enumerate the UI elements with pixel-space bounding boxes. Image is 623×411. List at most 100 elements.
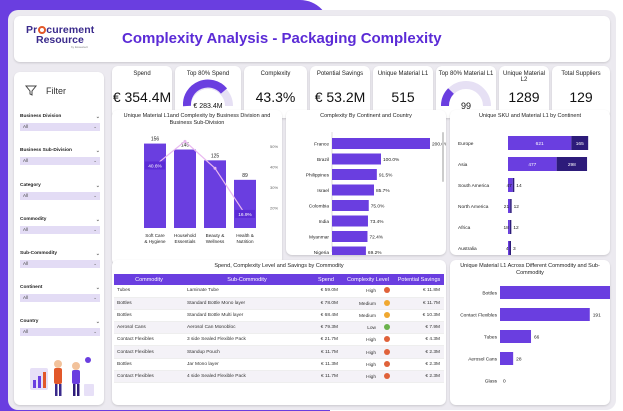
category-label: France [314,142,329,148]
line-label-bg [145,161,165,170]
category-label: Nigeria [314,250,330,255]
bar [332,231,368,242]
kpi-label: Unique Material L1 [377,71,429,77]
dashboard-frame: Pr curement Resource by Esseelect Complex… [8,10,616,410]
filter-label-business-division: Business Division ⌄ [20,114,100,120]
cell-sub-commodity: Standard Bottle Multi layer [184,309,310,323]
col-header-sub-commodity[interactable]: Sub-Commodity [184,274,310,285]
cell-potential-savings: € 10.3M [394,309,444,323]
filter-label-continent: Continent ⌄ [20,285,100,291]
kpi-label: Top 80% Material L1 [438,71,494,77]
bar-value-label: 14 [516,183,522,189]
col-header-commodity[interactable]: Commodity [114,274,184,285]
filter-select-commodity[interactable]: All ⌄ [20,226,100,234]
chart-svg: Bottles235Contact Flexibles191Tubes66Aer… [460,286,610,385]
bar-value-label: 3 [513,246,516,252]
category-label: Contact Flexibles [460,313,497,319]
cell-sub-commodity: Standard Bottle Mono layer [184,297,310,310]
material-gauge [441,81,491,107]
filter-select-continent[interactable]: All ⌄ [20,294,100,302]
table-row[interactable]: Bottles Standard Bottle Mono layer € 78.0M… [114,297,444,310]
col-header-potential-savings[interactable]: Potential Savings [394,274,444,285]
table-row[interactable]: Bottles Jar Mono layer € 11.3M High € 2.3M [114,358,444,371]
filter-select-business-division[interactable]: All ⌄ [20,123,100,131]
line-point [213,166,217,170]
kpi-label: Complexity [260,71,291,77]
category-label: Africa [458,225,471,231]
col-header-complexity-level[interactable]: Complexity Level [342,274,394,285]
bar-value-label: 89 [242,173,248,179]
bar-value-label: 47 [506,183,512,189]
category-label: Asia [458,162,468,168]
table-row[interactable]: Bottles Standard Bottle Multi layer € 68.4… [114,309,444,323]
col-header-spend[interactable]: Spend [310,274,342,285]
category-label: Philippines [306,173,330,179]
category-label: South America [458,183,490,189]
category-label: Brazil [317,157,329,163]
bar [500,308,590,321]
complexity-dot [384,360,390,367]
bar-segment-material [512,178,515,192]
bar-segment-material [556,157,588,171]
category-label: Tubes [484,335,498,341]
filter-icon [24,85,38,96]
filter-select-business-sub-division[interactable]: All ⌄ [20,157,100,165]
line-label-bg [235,209,255,218]
table-row[interactable]: Contact Flexibles 3 side Sealed Flexible … [114,333,444,347]
bar-value-label: 156 [151,137,160,143]
line-value-label: 16.9% [238,212,252,218]
cell-complexity-level: Low [342,321,394,335]
kpi-value: 129 [569,89,593,105]
category-label: India [319,219,330,225]
cell-potential-savings: € 4.3M [394,333,444,347]
bar-value-label: 66 [534,335,540,341]
cell-potential-savings: € 7.9M [394,321,444,335]
y2-tick-label: 30% [270,185,278,190]
line-point [183,139,187,143]
spend-table-card: Spend, Complexity Level and Savings by C… [112,260,446,405]
bar-value-label: 145 [181,143,190,149]
bar-segment-material [510,199,512,213]
y2-tick-label: 20% [270,206,278,211]
bar [500,330,532,343]
bar-value-label: 73.4% [370,219,384,225]
bar-value-label: 75.0% [371,204,385,210]
filter-select-sub-commodity[interactable]: All ⌄ [20,260,100,268]
table-row[interactable]: Aerosol Cans Aerosol Can Monobloc € 79.3M L… [114,321,444,335]
category-label: Bottles [482,291,497,297]
bar-segment-sku [508,136,572,150]
table-row[interactable]: Contact Flexibles 4 side Sealed Flexible … [114,370,444,384]
category-label: Household Essentials [174,233,196,244]
kpi-value: 515 [391,89,415,105]
cell-commodity: Bottles [114,309,184,323]
cell-spend: € 11.3M [310,358,342,371]
kpi-value: 99 [460,101,471,111]
spend-table: Commodity Sub-Commodity Spend Complexity… [114,274,444,384]
table-row[interactable]: Tubes Laminate Tube € 59.0M High € 11.8M [114,285,444,298]
scrollbar[interactable] [442,132,444,182]
filter-select-country[interactable]: All ⌄ [20,328,100,336]
bar-segment-material [509,220,512,234]
complexity-dot [384,324,390,331]
cell-potential-savings: € 2.3M [394,345,444,359]
cell-potential-savings: € 11.8M [394,285,444,298]
cell-sub-commodity: 3 side Sealed Flexible Pack [184,333,310,347]
cell-commodity: Tubes [114,285,184,298]
bar-segment-sku [508,220,510,234]
bar-value-label: 298 [568,162,576,168]
bar-value-label: 72.4% [369,235,383,241]
table-row[interactable]: Contact Flexibles Standup Pouch € 11.7M Hig… [114,345,444,359]
kpi-label: Spend [133,71,151,77]
filter-select-category[interactable]: All ⌄ [20,192,100,200]
complexity-dot [384,287,390,294]
bar-value-label: 18 [503,225,509,231]
bar-segment-material [571,136,589,150]
bar-segment-sku [508,199,511,213]
category-label: Health & Nutrition [236,233,254,244]
brand-line1: Pr curement [26,24,95,36]
filter-label-category: Category ⌄ [20,183,100,189]
filter-label-commodity: Commodity ⌄ [20,217,100,223]
bar-segment-sku [508,241,510,255]
category-label: North America [458,204,489,210]
cell-commodity: Contact Flexibles [114,333,184,347]
